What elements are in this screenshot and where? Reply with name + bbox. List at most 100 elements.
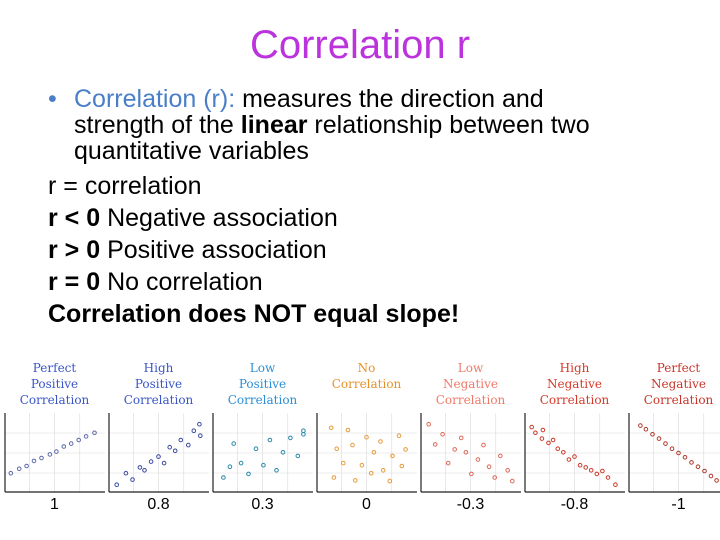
data-point xyxy=(452,447,458,452)
panel-label-line: Negative xyxy=(651,377,706,391)
line-negative: r < 0 Negative association xyxy=(48,202,708,234)
data-point xyxy=(31,458,37,464)
data-point xyxy=(605,475,611,480)
panel-label-line: Correlation xyxy=(643,393,714,407)
data-point xyxy=(39,455,44,461)
data-point xyxy=(463,450,469,455)
panel-label-line: Negative xyxy=(547,377,602,391)
data-point xyxy=(142,468,147,473)
data-point xyxy=(359,462,365,468)
panel-label-line: Positive xyxy=(134,377,183,391)
data-point xyxy=(380,468,386,473)
data-point xyxy=(280,450,286,455)
data-point xyxy=(505,468,510,473)
data-point xyxy=(656,436,662,441)
r-value-label: 1 xyxy=(50,496,59,513)
data-point xyxy=(83,434,89,439)
data-point xyxy=(566,457,572,462)
data-point xyxy=(167,444,173,450)
scatter-plot xyxy=(420,413,521,493)
data-point xyxy=(550,437,556,443)
data-point xyxy=(341,460,346,466)
data-point xyxy=(231,441,237,446)
data-point xyxy=(529,424,534,430)
panel-label-line: Low xyxy=(457,361,484,375)
data-point xyxy=(445,460,451,466)
data-point xyxy=(353,478,358,483)
panel-label: Perfect Positive Correlation xyxy=(0,360,111,408)
data-point xyxy=(682,455,688,460)
panel-label-line: Correlation xyxy=(331,377,402,391)
r-value-label: 0.3 xyxy=(251,496,274,513)
data-point xyxy=(368,470,374,476)
data-point xyxy=(76,437,81,443)
panel-label-line: Correlation xyxy=(19,393,90,407)
panel-label-line: Correlation xyxy=(123,393,194,407)
data-point xyxy=(594,471,600,477)
panel-label: Low Negative Correlation xyxy=(414,360,527,408)
data-point xyxy=(114,482,119,487)
data-point xyxy=(540,427,546,433)
data-point xyxy=(492,475,497,480)
scatter-plot xyxy=(108,413,209,493)
data-point xyxy=(403,447,408,452)
panel-label-line: Low xyxy=(249,361,276,375)
data-point xyxy=(8,470,14,476)
definition-text-1: measures the direction and xyxy=(235,85,544,113)
definition-linear: linear xyxy=(240,111,308,139)
data-point xyxy=(498,453,503,459)
panel-label-line: Correlation xyxy=(539,393,610,407)
panel-r-1: Perfect Positive Correlation 1 xyxy=(4,360,105,530)
data-point xyxy=(261,462,266,468)
data-point xyxy=(638,423,643,428)
correlation-examples: Perfect Positive Correlation 1 High Positive C… xyxy=(0,360,720,540)
panel-label: High Positive Correlation xyxy=(102,360,215,408)
data-point xyxy=(577,462,583,468)
scatter-plot xyxy=(524,413,625,493)
data-point xyxy=(172,448,178,454)
data-point xyxy=(572,454,577,459)
definition-term: Correlation (r): xyxy=(74,85,236,113)
data-point xyxy=(191,428,197,434)
panel-label-line: Positive xyxy=(238,377,287,391)
data-point xyxy=(583,465,589,470)
panel-label-line: Negative xyxy=(443,377,498,391)
data-point xyxy=(156,454,161,459)
data-point xyxy=(186,442,191,448)
line-none: r = 0 No correlation xyxy=(48,266,708,298)
data-point xyxy=(714,478,719,483)
data-point xyxy=(555,446,561,452)
panel-r-0.3: Low Positive Correlation 0.3 xyxy=(212,360,313,530)
panel-label-line: Perfect xyxy=(656,361,701,375)
data-point xyxy=(54,449,59,454)
panel-label-line: Perfect xyxy=(32,361,77,375)
scatter-plot xyxy=(212,413,313,493)
data-point xyxy=(396,433,402,439)
data-point xyxy=(288,435,293,441)
positive-condition: r > 0 xyxy=(48,236,101,264)
data-point xyxy=(364,434,369,440)
panel-label: High Negative Correlation xyxy=(518,360,631,408)
panel-r--0.8: High Negative Correlation -0.8 xyxy=(524,360,625,530)
data-point xyxy=(253,446,259,452)
data-point xyxy=(510,478,515,484)
data-point xyxy=(92,430,97,436)
data-point xyxy=(274,468,279,473)
data-point xyxy=(198,433,203,439)
panel-label-line: Correlation xyxy=(227,393,298,407)
panel-label-line: Positive xyxy=(30,377,79,391)
panel-r--0.3: Low Negative Correlation -0.3 xyxy=(420,360,521,530)
data-point xyxy=(130,477,135,482)
data-point xyxy=(539,436,545,441)
slope-note: Correlation does NOT equal slope! xyxy=(48,300,460,328)
data-point xyxy=(440,432,445,437)
data-point xyxy=(387,478,393,484)
line-positive: r > 0 Positive association xyxy=(48,234,708,266)
data-point xyxy=(227,464,233,470)
data-point xyxy=(588,468,594,473)
data-point xyxy=(486,464,492,470)
data-point xyxy=(331,475,337,480)
data-point xyxy=(16,466,22,472)
line-r-equals: r = correlation xyxy=(48,172,202,200)
data-point xyxy=(695,464,701,470)
